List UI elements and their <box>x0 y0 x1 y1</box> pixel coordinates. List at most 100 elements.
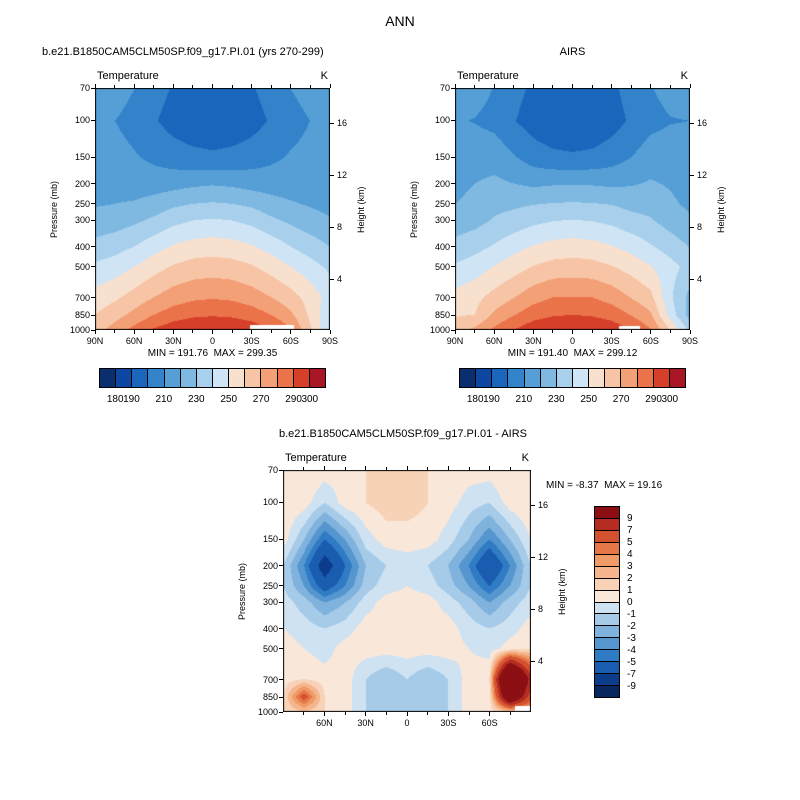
colorbar-cell <box>668 368 686 388</box>
latitude-tick-label: 60N <box>125 336 143 346</box>
axis-tick <box>451 183 455 185</box>
axis-tick <box>385 467 387 470</box>
colorbar-tick-label: -1 <box>627 609 636 620</box>
colorbar-tick-label: 230 <box>187 394 205 405</box>
diff-panel: Temperature K 70 100 150 200 250 300 400 500 700 85… <box>237 452 662 728</box>
colorbar-cell <box>244 368 262 388</box>
axis-tick <box>468 712 470 715</box>
colorbar-tick-label: 250 <box>220 394 238 405</box>
colorbar <box>99 368 326 388</box>
axis-tick <box>330 174 334 176</box>
height-tick-label: 4 <box>337 274 343 285</box>
colorbar-tick-label: 5 <box>627 537 633 548</box>
axis-tick <box>91 314 95 316</box>
pressure-tick-label: 100 <box>262 497 278 508</box>
pressure-tick-label: 850 <box>74 310 90 321</box>
axis-tick <box>212 330 213 334</box>
colorbar-cell <box>491 368 509 388</box>
latitude-tick-label: 90N <box>446 336 464 346</box>
colorbar-tick-label: -4 <box>627 645 636 656</box>
axis-tick <box>114 85 116 88</box>
colorbar-cell <box>652 368 670 388</box>
colorbar-tick-label: 290 <box>285 394 302 405</box>
axis-tick <box>153 330 155 333</box>
colorbar-cell <box>260 368 278 388</box>
pressure-tick-label: 700 <box>74 292 90 303</box>
airs-panel: Temperature K 70 100 150 200 250 300 400 500 700 85… <box>409 70 726 405</box>
height-tick-label: 16 <box>337 118 348 129</box>
latitude-tick-label: 60S <box>481 718 498 728</box>
latitude-tick-label: 90S <box>681 336 698 346</box>
field-label: Temperature <box>97 70 159 82</box>
axis-tick <box>689 84 691 88</box>
axis-tick <box>290 84 292 88</box>
model-contour-plot <box>95 88 330 330</box>
colorbar-tick-label: 210 <box>155 394 173 405</box>
height-tick-label: 12 <box>337 170 348 181</box>
axis-tick <box>454 330 456 334</box>
min-max-label: MIN = 191.76 MAX = 299.35 <box>147 348 278 359</box>
colorbar-cell <box>163 368 181 388</box>
axis-tick <box>630 85 632 88</box>
colorbar-cell <box>588 368 606 388</box>
pressure-tick-label: 150 <box>262 534 278 545</box>
axis-tick <box>451 203 455 205</box>
colorbar-cell <box>539 368 557 388</box>
difference-contour-plot <box>283 470 531 712</box>
pressure-tick-label: 250 <box>262 580 278 591</box>
colorbar-cell <box>179 368 197 388</box>
colorbar-tick-label: -3 <box>627 633 636 644</box>
colorbar-tick-label: 290 <box>645 394 662 405</box>
axis-tick <box>427 712 429 715</box>
colorbar-cell <box>475 368 493 388</box>
axis-tick <box>329 330 331 334</box>
latitude-tick-label: 0 <box>209 336 215 346</box>
axis-tick <box>309 85 311 88</box>
axis-tick <box>451 314 455 316</box>
colorbar-cell <box>228 368 246 388</box>
axis-tick <box>231 330 233 333</box>
axis-tick <box>279 501 283 503</box>
latitude-tick-label: 0 <box>569 336 575 346</box>
axis-tick <box>365 466 367 470</box>
colorbar-cell <box>523 368 541 388</box>
axis-tick <box>454 84 456 88</box>
axis-tick <box>591 85 593 88</box>
airs-contour-plot <box>455 88 690 330</box>
axis-tick <box>279 711 283 713</box>
latitude-tick-label: 60N <box>316 718 333 728</box>
axis-tick <box>91 183 95 185</box>
axis-tick <box>572 330 573 334</box>
height-axis-title: Height (km) <box>716 185 726 233</box>
axis-tick <box>344 467 346 470</box>
latitude-tick-label: 90N <box>86 336 104 346</box>
units-label: K <box>320 70 328 82</box>
axis-tick <box>279 696 283 698</box>
colorbar-cell <box>604 368 622 388</box>
latitude-tick-label: 30N <box>525 336 542 346</box>
height-tick-label: 16 <box>697 118 708 129</box>
axis-tick <box>94 84 96 88</box>
axis-tick <box>509 712 511 715</box>
latitude-tick-label: 30S <box>603 336 620 346</box>
axis-tick <box>91 156 95 158</box>
latitude-tick-label: 30N <box>165 336 182 346</box>
axis-tick <box>513 330 515 333</box>
colorbar-tick-label: -5 <box>627 657 636 668</box>
axis-tick <box>669 330 671 333</box>
colorbar-cell <box>99 368 117 388</box>
model-panel: Temperature K 70 100 150 200 250 300 400 500 700 85… <box>49 70 366 405</box>
axis-tick <box>650 84 652 88</box>
axis-tick <box>91 297 95 299</box>
pressure-tick-label: 250 <box>434 198 450 209</box>
axis-tick <box>690 226 694 228</box>
axis-tick <box>231 85 233 88</box>
axis-tick <box>91 329 95 331</box>
colorbar-tick-label: 2 <box>627 573 633 584</box>
colorbar-tick-label: -9 <box>627 681 636 692</box>
colorbar-cell <box>292 368 310 388</box>
colorbar-tick-label: 190 <box>483 394 500 405</box>
axis-tick <box>630 330 632 333</box>
colorbar-tick-label: 9 <box>627 513 633 524</box>
pressure-tick-label: 400 <box>74 241 90 252</box>
